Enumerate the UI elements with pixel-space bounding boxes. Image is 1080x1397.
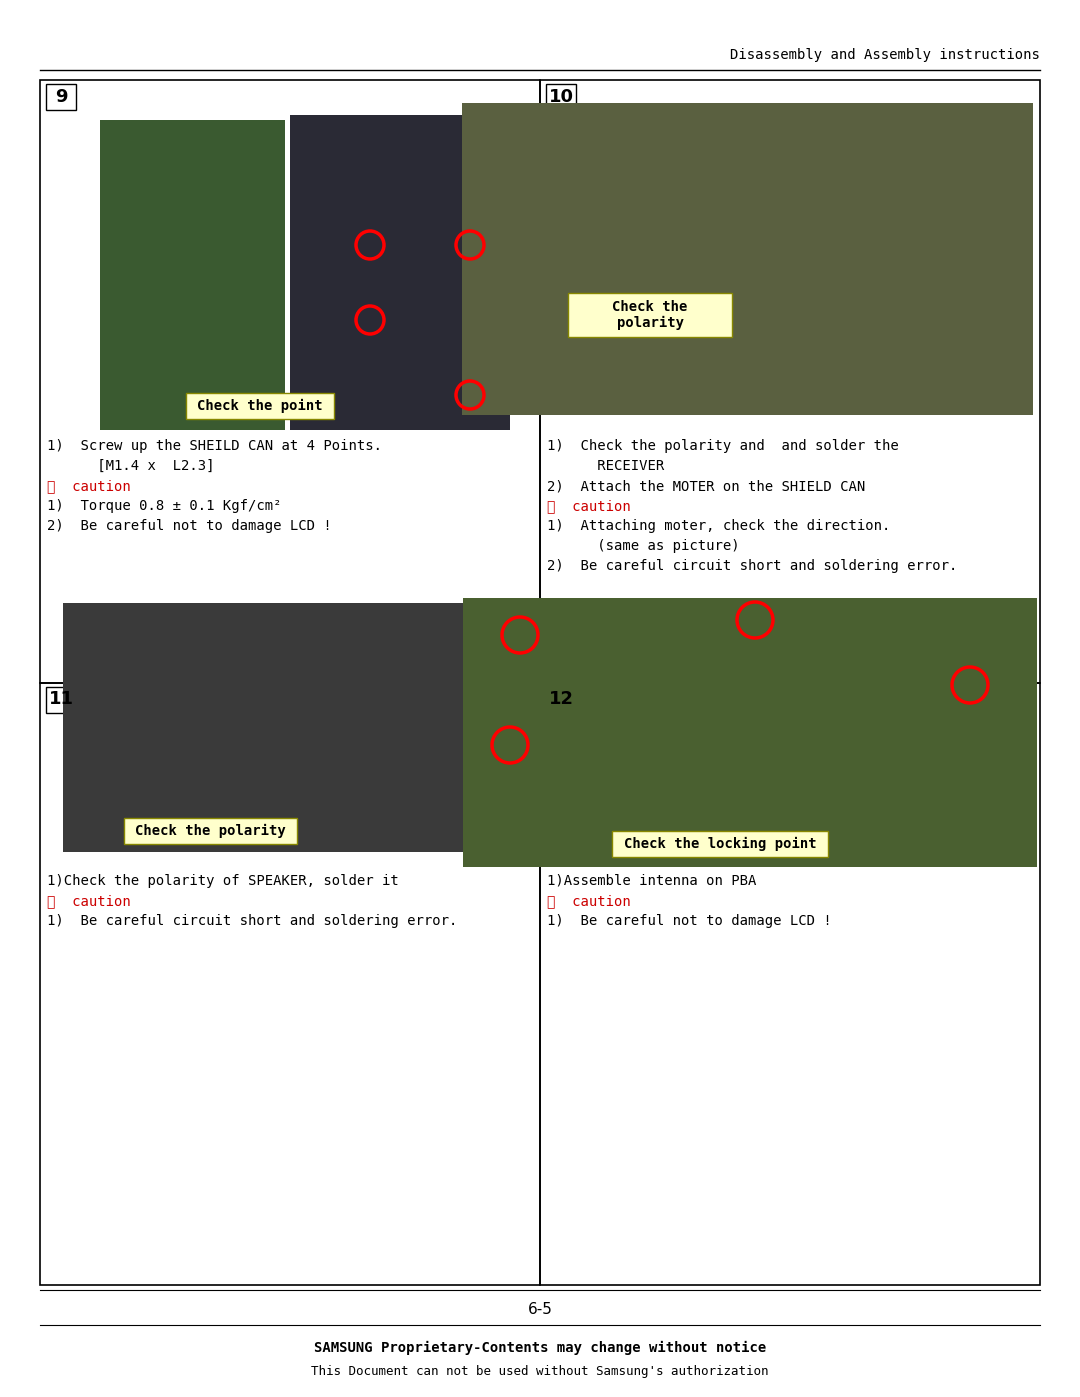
Text: 11: 11 (49, 690, 73, 708)
Bar (540, 683, 1040, 1285)
Text: 2)  Be careful circuit short and soldering error.: 2) Be careful circuit short and solderin… (546, 559, 957, 573)
Bar (100, 120, 285, 430)
Bar (40, 683, 540, 1285)
Text: 10: 10 (549, 88, 573, 106)
Text: 9: 9 (55, 88, 67, 106)
Text: RECEIVER: RECEIVER (546, 460, 664, 474)
Text: (same as picture): (same as picture) (546, 539, 740, 553)
Text: ※  caution: ※ caution (48, 479, 131, 493)
Text: ※  caution: ※ caution (546, 894, 631, 908)
Text: 1)Check the polarity of SPEAKER, solder it: 1)Check the polarity of SPEAKER, solder … (48, 875, 399, 888)
Text: 1)  Check the polarity and  and solder the: 1) Check the polarity and and solder the (546, 439, 899, 453)
Text: 1)  Screw up the SHEILD CAN at 4 Points.: 1) Screw up the SHEILD CAN at 4 Points. (48, 439, 382, 453)
Text: ※  caution: ※ caution (546, 499, 631, 513)
Text: 1)  Be careful not to damage LCD !: 1) Be careful not to damage LCD ! (546, 914, 832, 928)
Text: 1)  Torque 0.8 ± 0.1 Kgf/cm²: 1) Torque 0.8 ± 0.1 Kgf/cm² (48, 499, 282, 513)
Bar (63, 604, 518, 852)
Text: [M1.4 x  L2.3]: [M1.4 x L2.3] (48, 460, 215, 474)
Text: 1)  Be careful circuit short and soldering error.: 1) Be careful circuit short and solderin… (48, 914, 457, 928)
Text: 6-5: 6-5 (527, 1302, 553, 1317)
Text: Check the polarity: Check the polarity (135, 824, 285, 838)
Bar (540, 80, 1040, 683)
Text: Check the point: Check the point (198, 400, 323, 414)
Bar (291, 115, 510, 430)
Bar (546, 84, 576, 110)
Text: 2)  Be careful not to damage LCD !: 2) Be careful not to damage LCD ! (48, 520, 332, 534)
FancyBboxPatch shape (186, 393, 334, 419)
Text: Check the
polarity: Check the polarity (612, 300, 688, 330)
Text: 1)  Attaching moter, check the direction.: 1) Attaching moter, check the direction. (546, 520, 890, 534)
Text: ※  caution: ※ caution (48, 894, 131, 908)
FancyBboxPatch shape (568, 293, 732, 337)
FancyBboxPatch shape (612, 831, 827, 856)
Bar (40, 80, 540, 683)
FancyBboxPatch shape (123, 819, 297, 844)
Bar (546, 686, 576, 712)
Bar (46, 84, 76, 110)
Text: SAMSUNG Proprietary-Contents may change without notice: SAMSUNG Proprietary-Contents may change … (314, 1341, 766, 1355)
Text: Check the locking point: Check the locking point (623, 837, 816, 851)
Text: 12: 12 (549, 690, 573, 708)
Bar (463, 598, 1037, 868)
Text: 2)  Attach the MOTER on the SHIELD CAN: 2) Attach the MOTER on the SHIELD CAN (546, 479, 865, 493)
Bar (46, 686, 76, 712)
Bar (462, 103, 1032, 415)
Text: Disassembly and Assembly instructions: Disassembly and Assembly instructions (730, 47, 1040, 61)
Text: 1)Assemble intenna on PBA: 1)Assemble intenna on PBA (546, 875, 756, 888)
Text: This Document can not be used without Samsung's authorization: This Document can not be used without Sa… (311, 1365, 769, 1379)
